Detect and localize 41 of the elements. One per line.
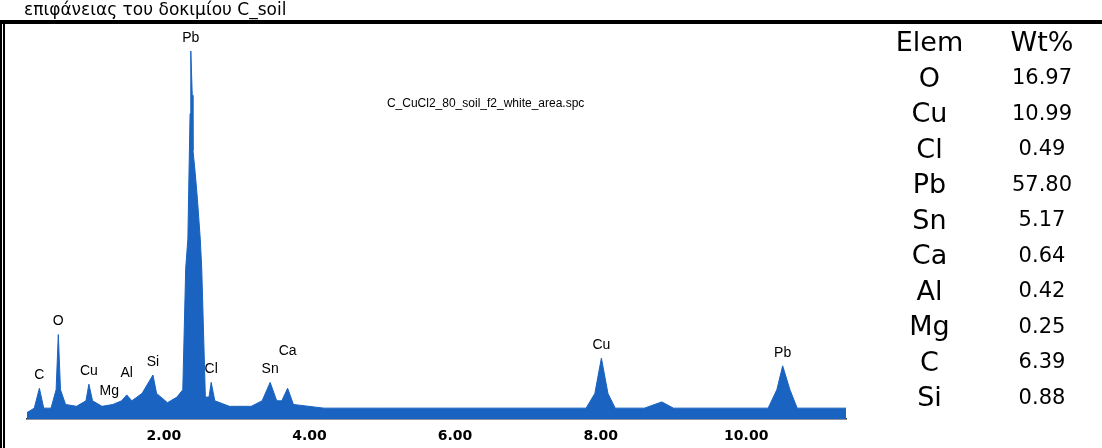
category-label: Mg <box>908 310 951 342</box>
annotation: C_CuCl2_80_soil_f2_white_area.spc <box>386 96 585 111</box>
annotation: Al <box>120 364 133 381</box>
data-label: 0.49 <box>1017 136 1067 161</box>
chart-title: επιφάνειας του δοκιμίου C_soil <box>24 0 287 19</box>
category-label: Cu <box>910 97 949 129</box>
data-label: 6.39 <box>1017 349 1067 374</box>
category-label: Ca <box>910 239 949 271</box>
annotation: Pb <box>774 343 792 360</box>
data-label: 0.88 <box>1017 384 1067 409</box>
annotation: Mg <box>99 382 119 399</box>
annotation: Cu <box>592 335 611 352</box>
annotation: Si <box>146 352 160 369</box>
annotation: Pb <box>182 28 200 45</box>
category-label: Cl <box>915 132 944 164</box>
x-tick-label: 2.00 <box>146 427 182 444</box>
category-label: Si <box>916 381 943 413</box>
annotation: Cu <box>79 362 98 379</box>
x-tick-label: 8.00 <box>583 427 619 444</box>
x-tick-label: 6.00 <box>437 427 473 444</box>
annotation: Ca <box>278 342 297 359</box>
text: Elem <box>894 26 965 58</box>
data-label: 57.80 <box>1010 171 1074 196</box>
category-label: Pb <box>911 168 948 200</box>
data-label: 0.25 <box>1017 313 1067 338</box>
category-label: Al <box>915 274 944 306</box>
annotation: C <box>34 366 45 383</box>
data-label: 0.42 <box>1017 278 1067 303</box>
data-label: 10.99 <box>1010 100 1074 125</box>
data-label: 16.97 <box>1010 65 1074 90</box>
annotation: O <box>52 312 64 329</box>
category-label: Sn <box>911 203 948 235</box>
category-label: C <box>919 345 940 377</box>
x-tick-label: 4.00 <box>292 427 327 444</box>
data-label: 0.64 <box>1017 242 1067 267</box>
annotation: Cl <box>204 360 218 377</box>
category-label: O <box>917 61 942 93</box>
annotation: Sn <box>261 360 279 377</box>
data-label: 5.17 <box>1017 207 1067 232</box>
x-tick-label: 10.00 <box>724 427 769 444</box>
text: Wt% <box>1009 26 1075 58</box>
